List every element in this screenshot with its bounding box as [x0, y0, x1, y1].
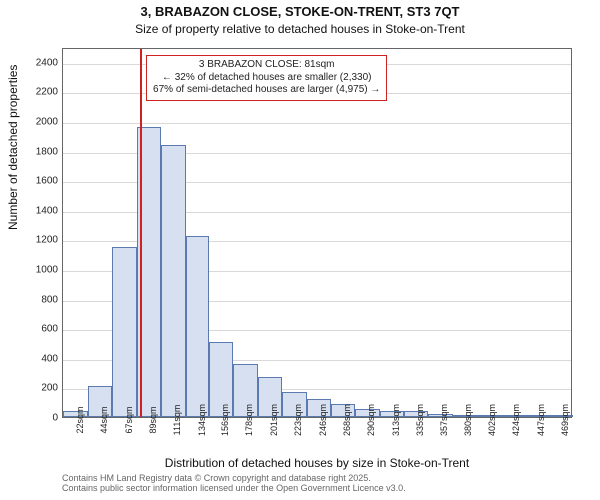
- x-tick-label: 111sqm: [172, 405, 182, 436]
- x-tick-label: 44sqm: [99, 406, 109, 433]
- chart-footer: Contains HM Land Registry data © Crown c…: [62, 474, 406, 494]
- property-marker-line: [140, 49, 142, 417]
- x-tick-label: 402sqm: [487, 404, 497, 436]
- y-tick-label: 1600: [36, 176, 58, 187]
- y-tick-label: 400: [41, 353, 58, 364]
- annotation-line: 67% of semi-detached houses are larger (…: [153, 84, 380, 97]
- footer-line-2: Contains public sector information licen…: [62, 484, 406, 494]
- x-tick-label: 223sqm: [293, 404, 303, 436]
- y-tick-label: 1400: [36, 205, 58, 216]
- annotation-line: ← 32% of detached houses are smaller (2,…: [153, 72, 380, 85]
- x-tick-label: 268sqm: [342, 404, 352, 436]
- x-tick-label: 89sqm: [148, 406, 158, 433]
- y-tick-label: 200: [41, 383, 58, 394]
- chart-title: 3, BRABAZON CLOSE, STOKE-ON-TRENT, ST3 7…: [0, 4, 600, 19]
- annotation-box: 3 BRABAZON CLOSE: 81sqm← 32% of detached…: [146, 55, 387, 101]
- chart-subtitle: Size of property relative to detached ho…: [0, 22, 600, 36]
- annotation-line: 3 BRABAZON CLOSE: 81sqm: [153, 59, 380, 72]
- y-tick-label: 800: [41, 294, 58, 305]
- x-tick-label: 290sqm: [366, 404, 376, 436]
- y-tick-label: 600: [41, 324, 58, 335]
- y-tick-label: 1000: [36, 265, 58, 276]
- x-tick-label: 469sqm: [560, 404, 570, 436]
- y-tick-label: 2000: [36, 117, 58, 128]
- plot-area: 3 BRABAZON CLOSE: 81sqm← 32% of detached…: [62, 48, 572, 418]
- x-tick-label: 134sqm: [197, 404, 207, 436]
- y-tick-label: 1800: [36, 146, 58, 157]
- x-tick-label: 335sqm: [415, 404, 425, 436]
- x-axis-label: Distribution of detached houses by size …: [62, 456, 572, 470]
- x-tick-label: 357sqm: [439, 404, 449, 436]
- x-tick-label: 22sqm: [75, 406, 85, 433]
- y-tick-label: 2400: [36, 57, 58, 68]
- y-axis-label: Number of detached properties: [6, 65, 20, 230]
- y-tick-label: 0: [52, 413, 58, 424]
- histogram-bar: [112, 247, 137, 417]
- histogram-bar: [186, 236, 210, 417]
- x-tick-label: 67sqm: [124, 406, 134, 433]
- x-tick-label: 424sqm: [511, 404, 521, 436]
- x-tick-label: 313sqm: [391, 404, 401, 436]
- x-tick-label: 380sqm: [463, 404, 473, 436]
- y-tick-label: 2200: [36, 87, 58, 98]
- histogram-bar: [161, 145, 186, 417]
- x-tick-label: 447sqm: [536, 404, 546, 436]
- x-tick-label: 201sqm: [269, 404, 279, 436]
- x-tick-label: 156sqm: [220, 404, 230, 436]
- x-tick-label: 178sqm: [244, 404, 254, 436]
- x-tick-label: 246sqm: [318, 404, 328, 436]
- y-tick-label: 1200: [36, 235, 58, 246]
